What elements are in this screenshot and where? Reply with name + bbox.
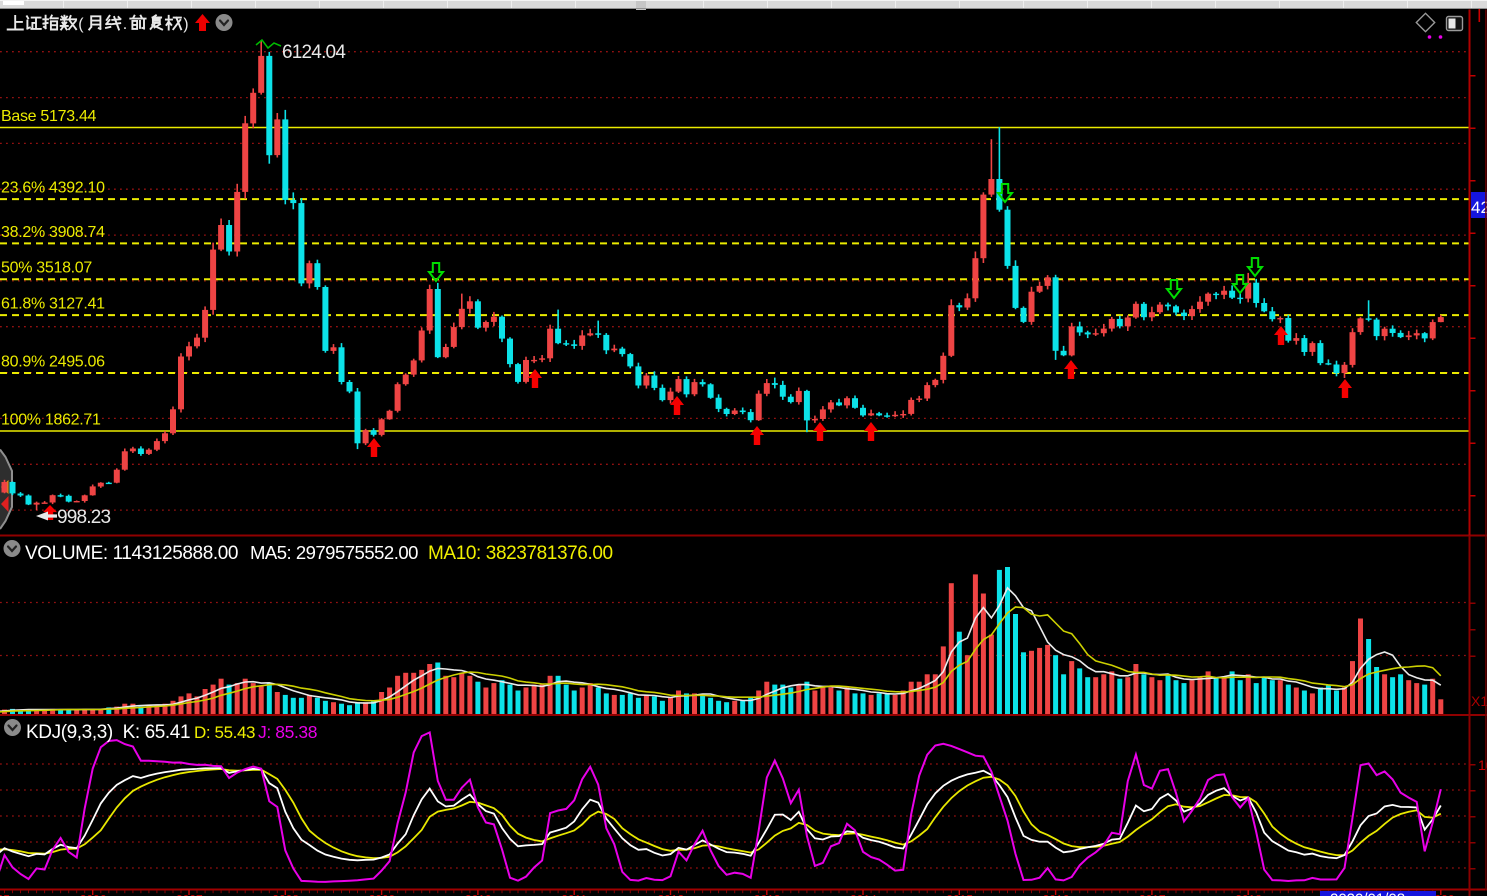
svg-text:KDJ(9,3,3) K: 65.41: KDJ(9,3,3) K: 65.41 — [26, 722, 190, 743]
svg-text:38.2% 3908.74: 38.2% 3908.74 — [1, 224, 105, 241]
svg-text:(: ( — [78, 16, 84, 33]
svg-text:2020: 2020 — [1428, 893, 1455, 896]
svg-text:MA5: 2979575552.00: MA5: 2979575552.00 — [250, 542, 418, 563]
svg-text:61.8% 3127.41: 61.8% 3127.41 — [1, 296, 105, 313]
svg-text:100% 1862.71: 100% 1862.71 — [1, 412, 101, 429]
svg-text:998.23: 998.23 — [57, 507, 111, 528]
svg-text:2014: 2014 — [850, 893, 877, 896]
svg-text:2013: 2013 — [754, 893, 781, 896]
svg-text:2011: 2011 — [561, 893, 587, 896]
svg-text:80.9% 2495.06: 80.9% 2495.06 — [1, 354, 105, 371]
svg-text:2008: 2008 — [272, 893, 299, 896]
svg-text:VOLUME: 1143125888.00: VOLUME: 1143125888.00 — [25, 543, 238, 564]
svg-text:50% 3518.07: 50% 3518.07 — [1, 260, 92, 277]
svg-text:2006: 2006 — [80, 893, 107, 896]
svg-text:.: . — [123, 16, 127, 33]
svg-text:): ) — [183, 16, 188, 33]
svg-text:2015: 2015 — [946, 893, 973, 896]
svg-text:100.00: 100.00 — [1478, 757, 1487, 773]
svg-text:2009: 2009 — [369, 893, 396, 896]
svg-text:2016: 2016 — [1043, 893, 1070, 896]
svg-text:2018: 2018 — [1235, 893, 1262, 896]
svg-text:2012: 2012 — [658, 893, 685, 896]
svg-text:Base 5173.44: Base 5173.44 — [1, 108, 97, 125]
svg-text:6124.04: 6124.04 — [282, 42, 346, 63]
svg-text:42: 42 — [1471, 198, 1487, 217]
svg-text:23.6% 4392.10: 23.6% 4392.10 — [1, 180, 105, 197]
svg-text:2017: 2017 — [1139, 893, 1166, 896]
svg-text:2020/01/08: 2020/01/08 — [1330, 891, 1405, 896]
svg-text:2005: 2005 — [0, 893, 10, 896]
svg-text:MA10: 3823781376.00: MA10: 3823781376.00 — [428, 543, 613, 564]
svg-text:X1: X1 — [1471, 693, 1487, 709]
svg-text:D: 55.43: D: 55.43 — [194, 723, 255, 742]
svg-text:J: 85.38: J: 85.38 — [258, 722, 317, 742]
svg-text:2007: 2007 — [176, 893, 203, 896]
svg-text:2010: 2010 — [465, 893, 492, 896]
